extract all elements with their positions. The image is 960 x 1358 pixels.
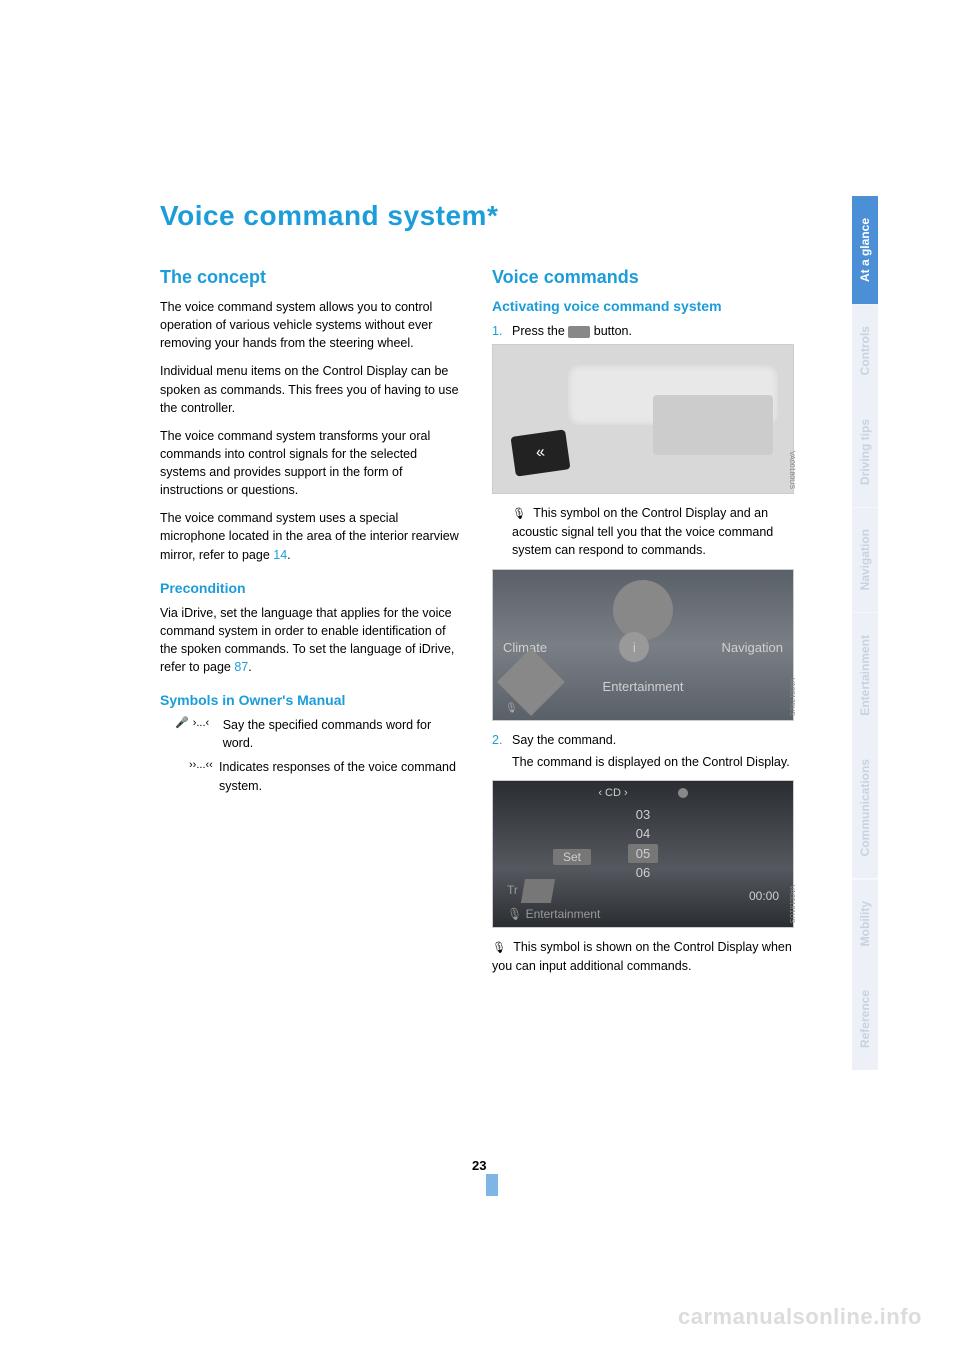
figure-idrive-menu: Climate i Navigation Entertainment 🎙 VA0… — [492, 569, 794, 721]
tab-driving-tips[interactable]: Driving tips — [852, 397, 878, 507]
symbol-say: ›...‹ — [193, 716, 223, 752]
mic-bars-icon: 🎙 — [512, 507, 526, 523]
heading-activating: Activating voice command system — [492, 298, 794, 314]
step-1-num: 1. — [492, 322, 512, 340]
track-05: 05 — [628, 844, 658, 864]
figure-cd-display: ‹ CD › 03 04 05 06 Set 00:00 Tr 🎙 Entert… — [492, 780, 794, 928]
cd-label: ‹ CD › — [598, 787, 627, 799]
figure-dashboard: « VA00180US — [492, 344, 794, 494]
concept-p4b: . — [287, 548, 290, 562]
step-2-subtext: The command is displayed on the Control … — [512, 753, 794, 771]
heading-precondition: Precondition — [160, 580, 462, 596]
concept-p4a: The voice command system uses a special … — [160, 511, 459, 561]
watermark: carmanualsonline.info — [678, 1304, 922, 1330]
step-2-num: 2. — [492, 731, 512, 749]
concept-p3: The voice command system transforms your… — [160, 427, 462, 500]
right-column: Voice commands Activating voice command … — [492, 267, 794, 985]
voice-pad-icon: « — [510, 429, 570, 476]
tab-communications[interactable]: Communications — [852, 737, 878, 878]
menu-navigation: Navigation — [722, 640, 783, 655]
mic-indicator-icon: 🎙 — [505, 703, 518, 714]
symbol-explain-2: 🎙 This symbol is shown on the Control Di… — [492, 938, 794, 975]
side-tabs: At a glance Controls Driving tips Naviga… — [852, 196, 880, 1070]
left-column: The concept The voice command system all… — [160, 267, 462, 985]
precond-p: Via iDrive, set the language that applie… — [160, 604, 462, 677]
track-04: 04 — [493, 824, 793, 844]
concept-p2: Individual menu items on the Control Dis… — [160, 362, 462, 416]
symbol-explain-1: 🎙 This symbol on the Control Display and… — [512, 504, 794, 559]
set-button: Set — [553, 849, 591, 865]
precond-pb: . — [248, 660, 251, 674]
heading-voice-commands: Voice commands — [492, 267, 794, 288]
mic-indicator-icon-2: 🎙 — [507, 907, 522, 921]
tab-reference[interactable]: Reference — [852, 968, 878, 1070]
symbol-response: ››...‹‹ — [189, 758, 219, 794]
tab-mobility[interactable]: Mobility — [852, 879, 878, 968]
tab-at-a-glance[interactable]: At a glance — [852, 196, 878, 304]
tab-controls[interactable]: Controls — [852, 304, 878, 397]
time-display: 00:00 — [749, 889, 779, 903]
tab-navigation[interactable]: Navigation — [852, 507, 878, 612]
step-2-text: Say the command. — [512, 731, 794, 749]
track-03: 03 — [493, 805, 793, 825]
page-title: Voice command system* — [160, 200, 800, 232]
mic-icon: 🎤 — [175, 716, 189, 752]
page-number: 23 — [472, 1158, 486, 1173]
precond-pa: Via iDrive, set the language that applie… — [160, 606, 454, 674]
concept-p4: The voice command system uses a special … — [160, 509, 462, 563]
symbol-response-text: Indicates responses of the voice command… — [219, 758, 462, 794]
tab-entertainment[interactable]: Entertainment — [852, 613, 878, 738]
symbol-say-text: Say the specified commands word for word… — [223, 716, 462, 752]
tr-label: Tr — [507, 883, 518, 897]
heading-symbols: Symbols in Owner's Manual — [160, 692, 462, 708]
voice-button-icon — [568, 326, 590, 338]
mic-bars-icon-2: 🎙 — [492, 941, 506, 957]
page-number-bar — [486, 1174, 498, 1196]
step-1-text: Press the button. — [512, 322, 794, 340]
entertainment-label: Entertainment — [526, 907, 601, 921]
concept-p1: The voice command system allows you to c… — [160, 298, 462, 352]
heading-concept: The concept — [160, 267, 462, 288]
pageref-87[interactable]: 87 — [234, 660, 248, 674]
pageref-14[interactable]: 14 — [273, 548, 287, 562]
